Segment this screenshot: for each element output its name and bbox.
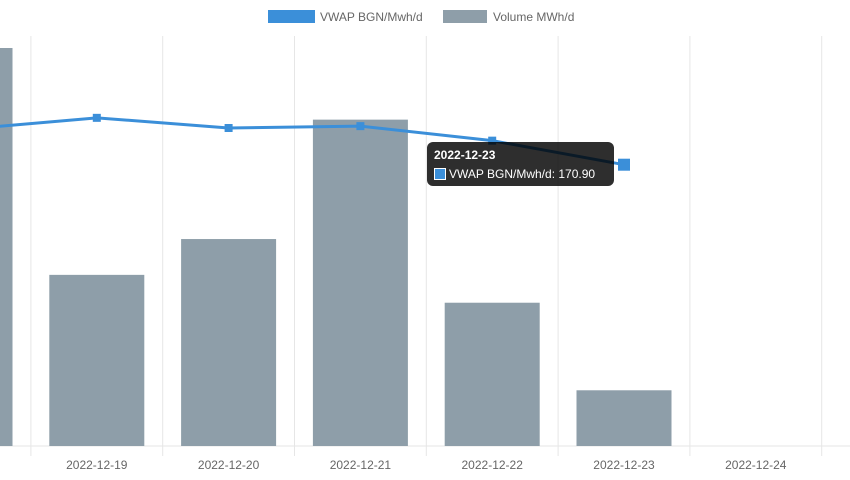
legend-item-vwap[interactable]: VWAP BGN/Mwh/d xyxy=(268,10,423,24)
bar-volume[interactable] xyxy=(576,390,672,446)
tooltip-row: VWAP BGN/Mwh/d: 170.90 xyxy=(434,165,607,183)
tooltip: 2022-12-23 VWAP BGN/Mwh/d: 170.90 xyxy=(427,142,614,186)
volume-bars xyxy=(0,48,672,446)
point-vwap[interactable] xyxy=(92,113,101,122)
point-vwap[interactable] xyxy=(488,136,497,145)
tooltip-label: VWAP BGN/Mwh/d: 170.90 xyxy=(449,167,596,181)
legend-swatch-volume xyxy=(443,10,487,23)
bar-volume[interactable] xyxy=(49,274,145,446)
grid xyxy=(0,36,850,456)
legend-label-volume: Volume MWh/d xyxy=(493,10,574,24)
tooltip-title: 2022-12-23 xyxy=(434,148,496,162)
bar-volume[interactable] xyxy=(0,48,13,446)
bar-volume[interactable] xyxy=(444,302,540,446)
x-tick-label: 2022-12-23 xyxy=(593,458,655,472)
legend: VWAP BGN/Mwh/d Volume MWh/d xyxy=(268,10,574,24)
bar-volume[interactable] xyxy=(312,119,408,446)
legend-label-vwap: VWAP BGN/Mwh/d xyxy=(320,10,423,24)
legend-swatch-vwap xyxy=(268,10,315,23)
tooltip-swatch xyxy=(434,168,446,180)
x-tick-label: 2022-12-24 xyxy=(725,458,787,472)
x-axis-ticks: 2022-12-19 2022-12-20 2022-12-21 2022-12-22… xyxy=(66,458,787,472)
x-tick-label: 2022-12-21 xyxy=(330,458,392,472)
point-vwap[interactable] xyxy=(224,124,233,132)
x-tick-label: 2022-12-20 xyxy=(198,458,260,472)
point-vwap[interactable] xyxy=(356,122,365,131)
bar-volume[interactable] xyxy=(181,239,277,446)
point-vwap[interactable] xyxy=(618,158,630,171)
x-tick-label: 2022-12-19 xyxy=(66,458,128,472)
legend-item-volume[interactable]: Volume MWh/d xyxy=(443,10,574,24)
x-tick-label: 2022-12-22 xyxy=(462,458,524,472)
